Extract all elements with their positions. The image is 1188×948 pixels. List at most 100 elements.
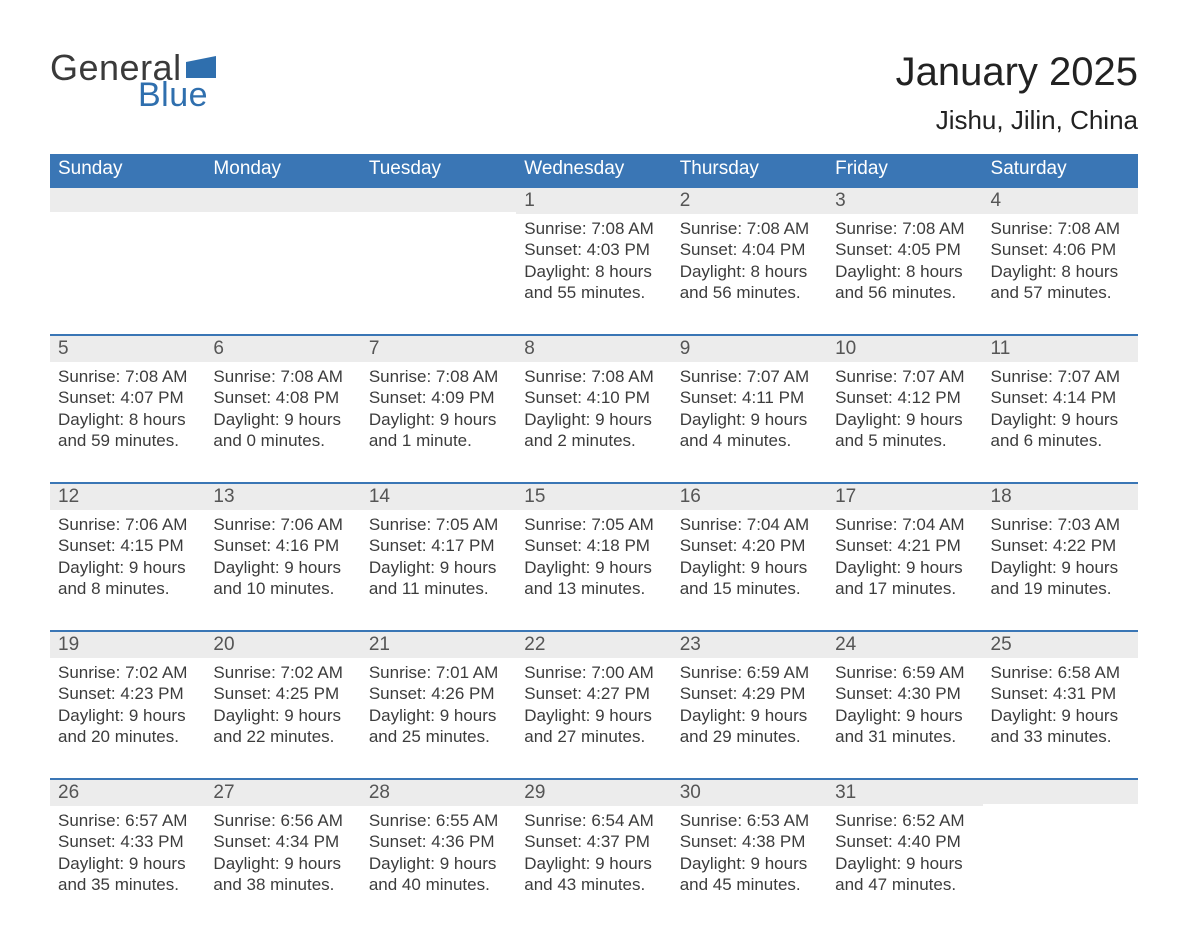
day-daylight2: and 4 minutes.: [680, 430, 819, 451]
day-daylight2: and 13 minutes.: [524, 578, 663, 599]
day-daylight1: Daylight: 9 hours: [213, 409, 352, 430]
weekday-monday: Monday: [205, 154, 360, 186]
day-body: Sunrise: 7:06 AMSunset: 4:16 PMDaylight:…: [205, 510, 360, 603]
day-cell: 2Sunrise: 7:08 AMSunset: 4:04 PMDaylight…: [672, 188, 827, 316]
day-body: Sunrise: 7:05 AMSunset: 4:18 PMDaylight:…: [516, 510, 671, 603]
day-sunrise: Sunrise: 6:58 AM: [991, 662, 1130, 683]
day-number: 30: [672, 780, 827, 806]
day-sunset: Sunset: 4:23 PM: [58, 683, 197, 704]
day-body: Sunrise: 7:08 AMSunset: 4:10 PMDaylight:…: [516, 362, 671, 455]
day-sunset: Sunset: 4:14 PM: [991, 387, 1130, 408]
day-cell: 7Sunrise: 7:08 AMSunset: 4:09 PMDaylight…: [361, 336, 516, 464]
day-daylight1: Daylight: 9 hours: [369, 409, 508, 430]
weeks-container: 1Sunrise: 7:08 AMSunset: 4:03 PMDaylight…: [50, 186, 1138, 908]
day-sunset: Sunset: 4:16 PM: [213, 535, 352, 556]
weekday-thursday: Thursday: [672, 154, 827, 186]
day-body: Sunrise: 7:07 AMSunset: 4:11 PMDaylight:…: [672, 362, 827, 455]
day-daylight1: Daylight: 9 hours: [58, 705, 197, 726]
week-row: 19Sunrise: 7:02 AMSunset: 4:23 PMDayligh…: [50, 630, 1138, 760]
day-body: Sunrise: 6:53 AMSunset: 4:38 PMDaylight:…: [672, 806, 827, 899]
day-sunrise: Sunrise: 6:52 AM: [835, 810, 974, 831]
day-daylight1: Daylight: 9 hours: [369, 705, 508, 726]
day-sunrise: Sunrise: 7:08 AM: [835, 218, 974, 239]
day-cell: 14Sunrise: 7:05 AMSunset: 4:17 PMDayligh…: [361, 484, 516, 612]
day-sunrise: Sunrise: 6:56 AM: [213, 810, 352, 831]
day-daylight2: and 5 minutes.: [835, 430, 974, 451]
day-number: 13: [205, 484, 360, 510]
day-number: 24: [827, 632, 982, 658]
day-daylight1: Daylight: 9 hours: [58, 557, 197, 578]
day-daylight2: and 10 minutes.: [213, 578, 352, 599]
day-daylight1: Daylight: 9 hours: [369, 853, 508, 874]
day-daylight2: and 40 minutes.: [369, 874, 508, 895]
day-daylight1: Daylight: 9 hours: [680, 853, 819, 874]
day-sunset: Sunset: 4:31 PM: [991, 683, 1130, 704]
day-sunset: Sunset: 4:25 PM: [213, 683, 352, 704]
day-daylight2: and 1 minute.: [369, 430, 508, 451]
day-number: 26: [50, 780, 205, 806]
day-sunrise: Sunrise: 6:57 AM: [58, 810, 197, 831]
weekday-sunday: Sunday: [50, 154, 205, 186]
weekday-friday: Friday: [827, 154, 982, 186]
day-daylight2: and 8 minutes.: [58, 578, 197, 599]
day-daylight1: Daylight: 9 hours: [680, 557, 819, 578]
day-sunset: Sunset: 4:17 PM: [369, 535, 508, 556]
day-sunrise: Sunrise: 6:53 AM: [680, 810, 819, 831]
day-number: 5: [50, 336, 205, 362]
day-daylight2: and 35 minutes.: [58, 874, 197, 895]
day-sunrise: Sunrise: 7:06 AM: [58, 514, 197, 535]
day-body: Sunrise: 7:07 AMSunset: 4:12 PMDaylight:…: [827, 362, 982, 455]
day-number: 10: [827, 336, 982, 362]
day-daylight1: Daylight: 8 hours: [991, 261, 1130, 282]
day-cell: [983, 780, 1138, 908]
day-daylight1: Daylight: 9 hours: [213, 853, 352, 874]
day-daylight1: Daylight: 9 hours: [524, 853, 663, 874]
weekday-tuesday: Tuesday: [361, 154, 516, 186]
day-sunrise: Sunrise: 7:01 AM: [369, 662, 508, 683]
logo: General Blue: [50, 50, 216, 112]
day-body: Sunrise: 6:59 AMSunset: 4:30 PMDaylight:…: [827, 658, 982, 751]
day-sunset: Sunset: 4:36 PM: [369, 831, 508, 852]
day-sunset: Sunset: 4:11 PM: [680, 387, 819, 408]
day-body: Sunrise: 7:01 AMSunset: 4:26 PMDaylight:…: [361, 658, 516, 751]
flag-icon: [186, 56, 216, 78]
day-number: 9: [672, 336, 827, 362]
day-daylight1: Daylight: 9 hours: [835, 557, 974, 578]
day-body: Sunrise: 7:04 AMSunset: 4:21 PMDaylight:…: [827, 510, 982, 603]
week-row: 26Sunrise: 6:57 AMSunset: 4:33 PMDayligh…: [50, 778, 1138, 908]
day-cell: 19Sunrise: 7:02 AMSunset: 4:23 PMDayligh…: [50, 632, 205, 760]
day-number: 14: [361, 484, 516, 510]
week-row: 1Sunrise: 7:08 AMSunset: 4:03 PMDaylight…: [50, 186, 1138, 316]
day-cell: 17Sunrise: 7:04 AMSunset: 4:21 PMDayligh…: [827, 484, 982, 612]
day-sunset: Sunset: 4:10 PM: [524, 387, 663, 408]
weekday-saturday: Saturday: [983, 154, 1138, 186]
day-number: [205, 188, 360, 212]
weekday-header-row: Sunday Monday Tuesday Wednesday Thursday…: [50, 154, 1138, 186]
day-sunset: Sunset: 4:33 PM: [58, 831, 197, 852]
day-body: Sunrise: 7:08 AMSunset: 4:05 PMDaylight:…: [827, 214, 982, 307]
day-body: Sunrise: 6:54 AMSunset: 4:37 PMDaylight:…: [516, 806, 671, 899]
day-daylight2: and 55 minutes.: [524, 282, 663, 303]
day-cell: 22Sunrise: 7:00 AMSunset: 4:27 PMDayligh…: [516, 632, 671, 760]
day-number: 27: [205, 780, 360, 806]
day-body: Sunrise: 6:57 AMSunset: 4:33 PMDaylight:…: [50, 806, 205, 899]
calendar-table: Sunday Monday Tuesday Wednesday Thursday…: [50, 154, 1138, 908]
day-daylight2: and 56 minutes.: [835, 282, 974, 303]
day-daylight1: Daylight: 9 hours: [991, 409, 1130, 430]
logo-text-blue: Blue: [138, 78, 216, 112]
day-sunrise: Sunrise: 7:02 AM: [213, 662, 352, 683]
day-sunset: Sunset: 4:12 PM: [835, 387, 974, 408]
day-sunrise: Sunrise: 7:08 AM: [369, 366, 508, 387]
day-number: [50, 188, 205, 212]
day-cell: 24Sunrise: 6:59 AMSunset: 4:30 PMDayligh…: [827, 632, 982, 760]
day-daylight2: and 15 minutes.: [680, 578, 819, 599]
day-sunrise: Sunrise: 7:04 AM: [835, 514, 974, 535]
day-cell: 16Sunrise: 7:04 AMSunset: 4:20 PMDayligh…: [672, 484, 827, 612]
day-sunset: Sunset: 4:08 PM: [213, 387, 352, 408]
day-daylight1: Daylight: 9 hours: [524, 409, 663, 430]
day-cell: 15Sunrise: 7:05 AMSunset: 4:18 PMDayligh…: [516, 484, 671, 612]
day-sunset: Sunset: 4:05 PM: [835, 239, 974, 260]
day-sunset: Sunset: 4:18 PM: [524, 535, 663, 556]
day-number: 23: [672, 632, 827, 658]
day-daylight1: Daylight: 9 hours: [991, 557, 1130, 578]
